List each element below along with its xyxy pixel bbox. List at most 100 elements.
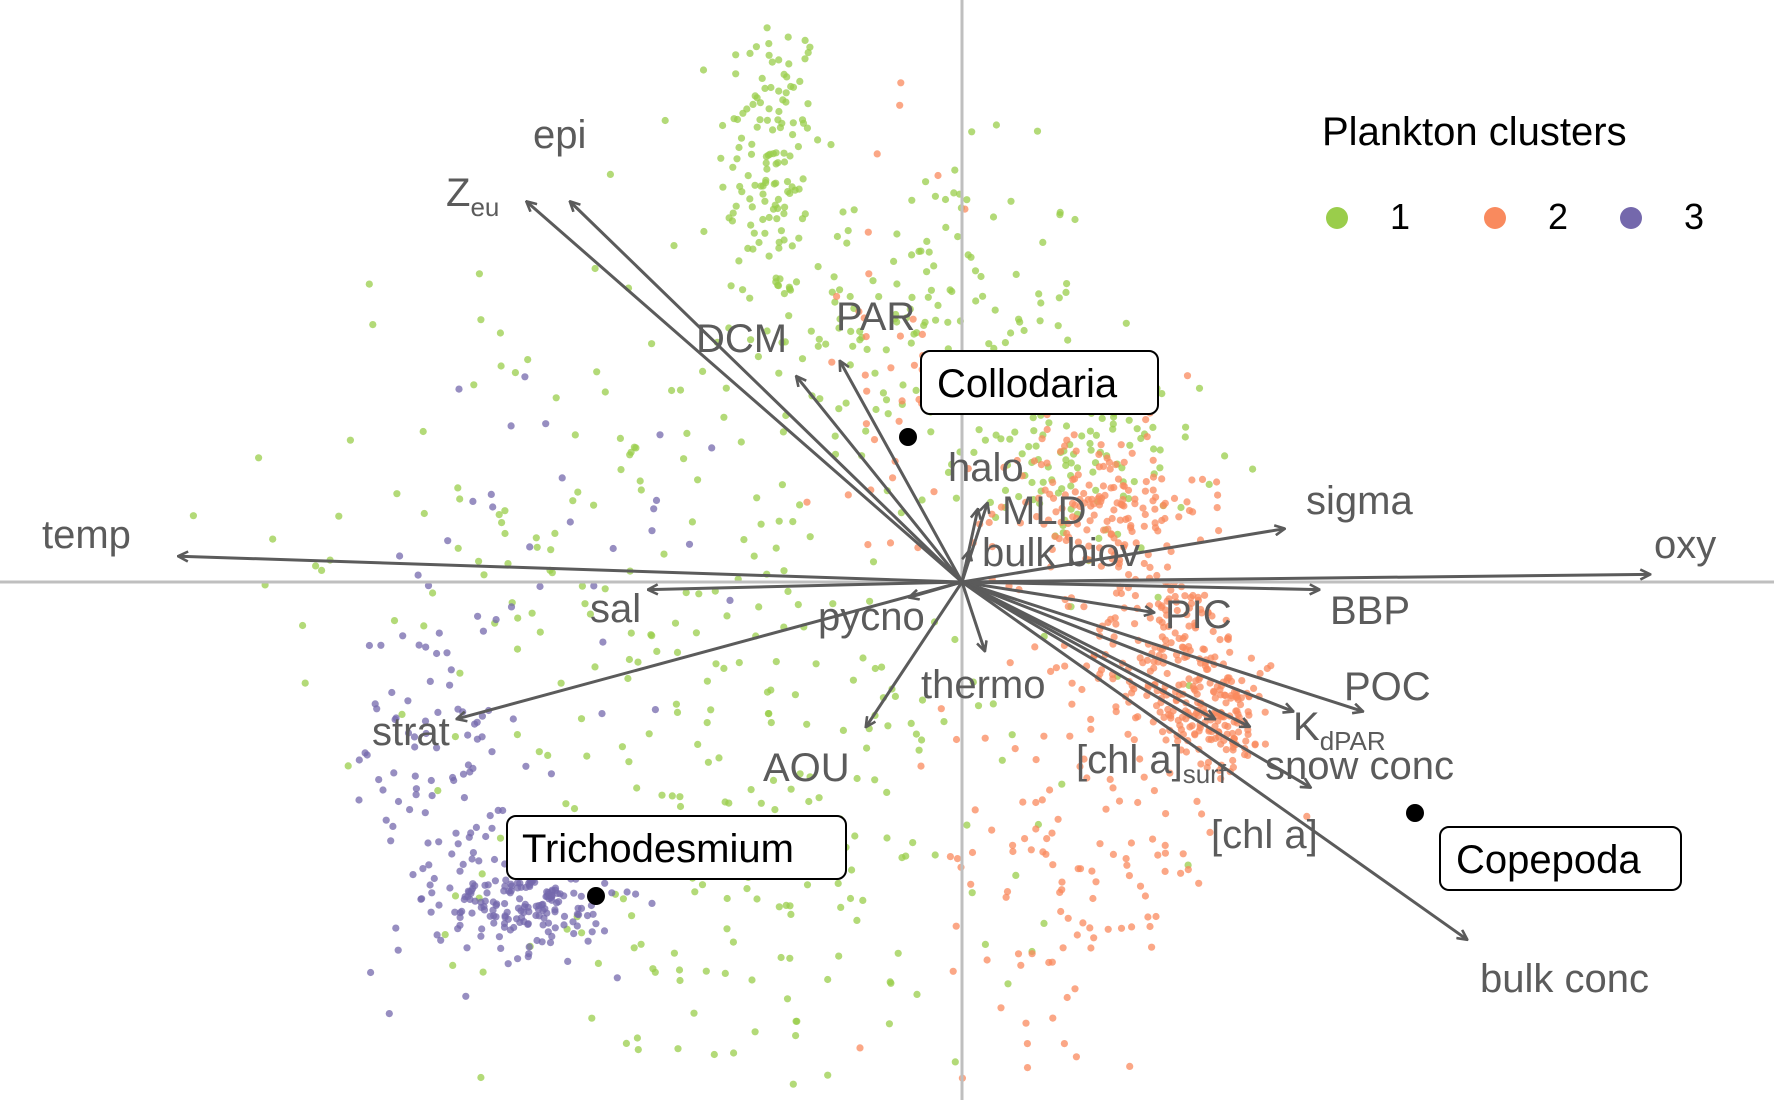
point-cluster-2: [1181, 633, 1189, 641]
point-cluster-3: [500, 919, 509, 928]
label-chla: [chl a]: [1211, 813, 1318, 857]
point-cluster-1: [920, 321, 928, 329]
point-cluster-2: [997, 503, 1006, 511]
point-cluster-2: [1023, 1040, 1031, 1048]
point-cluster-2: [1068, 679, 1076, 687]
point-cluster-2: [1155, 616, 1163, 624]
point-cluster-1: [754, 353, 763, 361]
point-cluster-2: [1087, 502, 1095, 510]
point-cluster-3: [426, 881, 434, 889]
point-cluster-1: [902, 852, 910, 860]
point-cluster-1: [846, 894, 855, 903]
point-cluster-1: [1156, 446, 1164, 454]
point-cluster-2: [1058, 878, 1066, 886]
point-cluster-2: [1136, 882, 1145, 890]
point-cluster-2: [937, 705, 945, 713]
point-cluster-1: [552, 394, 560, 402]
point-cluster-2: [1139, 659, 1147, 667]
point-cluster-1: [803, 881, 812, 889]
point-cluster-3: [548, 892, 556, 900]
vector-par: [840, 362, 964, 583]
point-cluster-1: [786, 189, 794, 197]
point-cluster-1: [964, 251, 972, 259]
vector-poc: [961, 580, 1362, 711]
point-cluster-2: [1161, 849, 1169, 857]
point-cluster-2: [1119, 482, 1127, 490]
point-cluster-2: [1125, 571, 1133, 579]
point-cluster-1: [390, 617, 399, 625]
point-cluster-1: [750, 229, 758, 237]
point-cluster-2: [1102, 805, 1110, 813]
point-cluster-1: [673, 648, 682, 657]
point-cluster-1: [747, 786, 755, 794]
point-cluster-2: [1140, 559, 1148, 568]
point-cluster-2: [1217, 775, 1225, 783]
point-cluster-1: [761, 197, 769, 205]
point-cluster-1: [335, 512, 343, 520]
point-cluster-3: [551, 906, 559, 914]
point-cluster-2: [1076, 762, 1084, 771]
point-cluster-1: [1087, 446, 1095, 454]
point-cluster-1: [842, 399, 850, 407]
point-cluster-2: [1054, 815, 1062, 823]
point-cluster-3: [652, 496, 661, 504]
point-cluster-1: [927, 428, 935, 436]
point-cluster-2: [1030, 457, 1038, 465]
point-cluster-2: [1142, 478, 1150, 486]
point-cluster-3: [533, 936, 541, 945]
point-cluster-1: [799, 175, 807, 183]
point-cluster-3: [609, 544, 617, 553]
point-cluster-2: [1247, 654, 1255, 662]
point-cluster-1: [753, 494, 761, 502]
point-cluster-1: [591, 663, 599, 671]
point-cluster-1: [676, 976, 684, 985]
point-cluster-1: [765, 51, 773, 59]
point-cluster-1: [1122, 319, 1130, 327]
point-cluster-1: [1015, 493, 1023, 501]
point-cluster-2: [1095, 544, 1104, 552]
point-cluster-1: [989, 700, 997, 708]
taxon-point-collodaria: [899, 428, 917, 446]
label-sal: sal: [590, 587, 641, 631]
point-cluster-1: [758, 74, 766, 82]
point-cluster-1: [849, 676, 858, 684]
point-cluster-3: [490, 855, 499, 864]
point-cluster-2: [1146, 922, 1154, 931]
point-cluster-1: [991, 306, 999, 314]
point-cluster-2: [1157, 603, 1165, 612]
point-cluster-1: [748, 976, 756, 984]
point-cluster-1: [879, 389, 888, 397]
point-cluster-2: [1229, 756, 1237, 765]
point-cluster-1: [780, 290, 789, 298]
point-cluster-2: [1128, 923, 1136, 931]
point-cluster-2: [861, 371, 869, 379]
point-cluster-1: [712, 660, 720, 668]
point-cluster-2: [1151, 505, 1159, 513]
point-cluster-1: [723, 894, 731, 903]
point-cluster-1: [801, 55, 809, 63]
point-cluster-1: [794, 601, 802, 609]
point-cluster-1: [633, 1034, 642, 1042]
point-cluster-2: [1124, 514, 1132, 522]
legend-title: Plankton clusters: [1322, 110, 1627, 154]
taxon-label-copepoda: Copepoda: [1456, 838, 1641, 882]
label-snow-conc: snow conc: [1265, 744, 1454, 788]
point-cluster-2: [1229, 746, 1237, 754]
point-cluster-3: [422, 643, 430, 651]
loading-vectors: [179, 202, 1649, 939]
point-cluster-1: [627, 629, 635, 637]
point-cluster-1: [906, 305, 914, 313]
point-cluster-1: [912, 730, 921, 738]
point-cluster-1: [590, 501, 598, 509]
point-cluster-1: [1036, 317, 1044, 325]
point-cluster-2: [1071, 985, 1079, 993]
point-cluster-1: [893, 318, 901, 326]
point-cluster-2: [1198, 810, 1206, 818]
point-cluster-1: [789, 1080, 797, 1088]
point-cluster-2: [1035, 494, 1043, 502]
point-cluster-3: [468, 909, 476, 917]
point-cluster-1: [729, 209, 737, 217]
point-cluster-2: [828, 358, 836, 366]
point-cluster-2: [952, 922, 960, 930]
point-cluster-3: [488, 824, 496, 832]
